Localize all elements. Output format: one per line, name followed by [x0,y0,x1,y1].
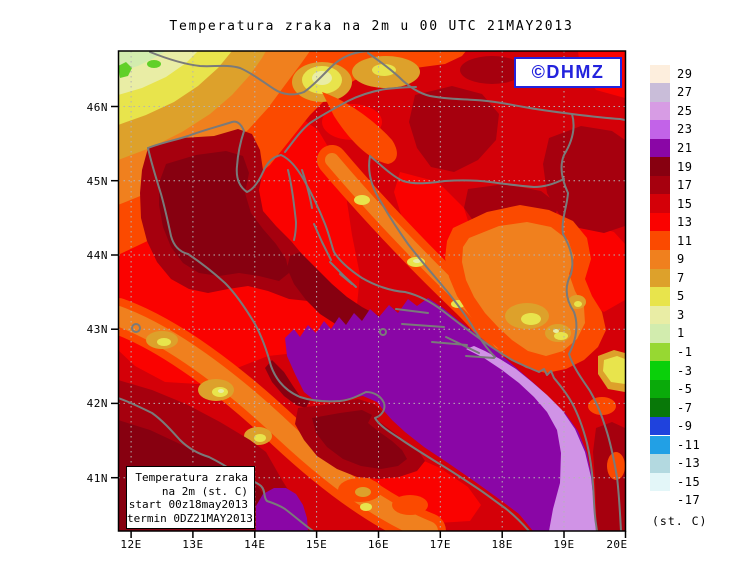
colorbar-value-21: 21 [677,140,693,155]
colorbar-swatch-25 [650,101,670,121]
colorbar-swatch--3 [650,361,670,380]
dhmz-logo-text: ©DHMZ [531,62,605,82]
colorbar-swatch--17 [650,491,670,510]
colorbar-swatch-19 [650,157,670,176]
legend-line-1: Temperatura zraka [135,471,248,484]
colorbar-swatch-11 [650,231,670,250]
colorbar-value-13: 13 [677,215,693,230]
colorbar-swatch-21 [650,138,670,158]
lon-label-15E: 15E [305,538,328,551]
map-frame [117,50,627,532]
colorbar-value-9: 9 [677,252,685,267]
colorbar-swatch-17 [650,175,670,195]
lat-label-44N: 44N [86,249,108,262]
lon-label-14E: 14E [244,538,266,551]
lon-label-20E: 20E [606,538,628,551]
lat-label-45N: 45N [86,174,108,188]
colorbar-swatch--7 [650,398,670,417]
coastlines [118,120,598,531]
lat-label-42N: 42N [86,397,108,411]
page-title: Temperatura zraka na 2m u 00 UTC 21MAY20… [169,19,574,34]
colorbar-swatch-3 [650,305,670,325]
colorbar-swatch-23 [650,120,670,139]
colorbar-swatch-13 [650,212,670,232]
colorbar-swatch-29 [650,64,670,84]
colorbar-value-7: 7 [677,270,685,285]
legend-line-4: termin 0DZ21MAY2013 [127,511,253,525]
colorbar-swatch-27 [650,83,670,102]
colorbar-value-17: 17 [677,178,693,193]
colorbar-value--17: -17 [677,493,701,508]
legend-line-2: na 2m (st. C) [161,484,248,498]
lat-label-46N: 46N [86,100,108,114]
colorbar-unit-label: (st. C) [652,514,708,528]
colorbar-value-27: 27 [677,85,693,100]
lon-label-12E: 12E [120,538,142,551]
colorbar-swatch-1 [650,324,670,343]
colorbar-value--15: -15 [677,474,701,489]
colorbar-value--13: -13 [677,456,701,471]
colorbar-value-15: 15 [677,196,693,211]
colorbar-value--3: -3 [677,363,693,378]
colorbar-value--5: -5 [677,382,693,397]
lon-label-16E: 16E [367,538,390,551]
colorbar-swatch-9 [650,250,670,269]
colorbar-value-25: 25 [677,103,693,118]
colorbar-swatch-5 [650,287,670,306]
legend-line-3: start 00z18may2013 [128,498,248,511]
colorbar-value--1: -1 [677,345,693,360]
lon-label-19E: 19E [553,538,575,551]
colorbar-swatch--1 [650,342,670,362]
axis-ticks [111,105,627,538]
colorbar-swatch-7 [650,268,670,288]
lat-label-43N: 43N [86,323,108,337]
colorbar-value--9: -9 [677,419,693,434]
colorbar-value-29: 29 [677,66,693,81]
colorbar-value-11: 11 [677,233,693,248]
colorbar-value-5: 5 [677,289,685,304]
colorbar-value--11: -11 [677,437,701,452]
colorbar-swatch--15 [650,472,670,492]
dhmz-logo-box: ©DHMZ [514,57,622,88]
temperature-field [118,51,626,531]
colorbar-swatch--11 [650,435,670,455]
colorbar-swatch--5 [650,379,670,399]
lon-label-13E: 13E [182,538,204,551]
country-borders [149,51,626,531]
colorbar-swatch--9 [650,416,670,436]
lat-label-41N: 41N [86,471,108,485]
colorbar-value-23: 23 [677,122,693,137]
colorbar-value-3: 3 [677,307,685,322]
map-legend-box: Temperatura zraka na 2m (st. C) start 00… [126,466,255,529]
colorbar-value--7: -7 [677,400,693,415]
lon-label-18E: 18E [491,538,513,551]
colorbar-value-19: 19 [677,159,693,174]
colorbar-value-1: 1 [677,326,685,341]
colorbar-swatch--13 [650,454,670,473]
graticule-gridlines [118,51,626,531]
lon-label-17E: 17E [429,538,451,551]
colorbar-swatch-15 [650,194,670,213]
